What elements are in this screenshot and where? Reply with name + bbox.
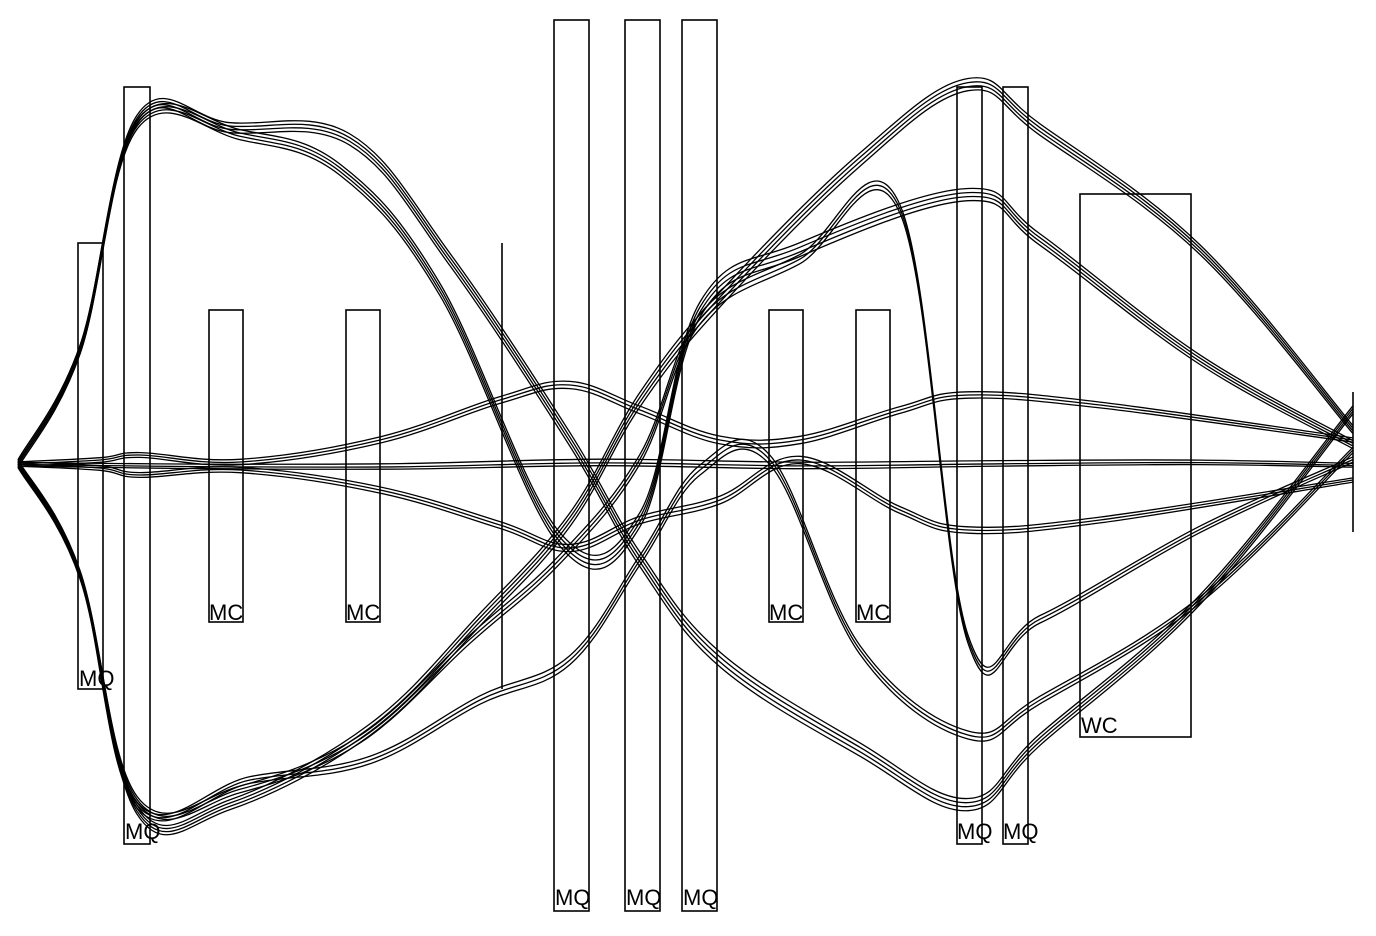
ray-bundles xyxy=(17,77,1354,836)
bundle-f-ray-2 xyxy=(17,459,1354,549)
element-q5-label: MQ xyxy=(683,885,718,910)
element-w1: WC xyxy=(1079,193,1192,738)
element-c3: MC xyxy=(768,309,804,625)
bundle-d-ray-2 xyxy=(17,184,1354,818)
bundle-a-ray-1 xyxy=(17,97,1354,800)
beamline-elements: MQ MQ MC MC MQ MQ MQ MC xyxy=(77,19,1354,912)
element-c2-label: MC xyxy=(346,600,380,625)
element-q1: MQ xyxy=(77,242,114,691)
element-q7: MQ xyxy=(1002,86,1038,845)
bundle-h-ray-3 xyxy=(17,448,1354,822)
bundle-g-ray-1 xyxy=(17,458,1354,465)
bundle-b-ray-1 xyxy=(17,77,1354,827)
bundle-g-ray-2 xyxy=(17,461,1354,468)
element-q3: MQ xyxy=(553,19,590,912)
element-c2: MC xyxy=(345,309,381,625)
element-q1-label: MQ xyxy=(79,666,114,691)
bundle-e-ray-1 xyxy=(17,380,1354,463)
element-q2: MQ xyxy=(123,86,160,845)
bundle-b-ray-4 xyxy=(17,89,1354,836)
bundle-c-ray-3 xyxy=(17,109,1354,566)
element-q4-label: MQ xyxy=(626,885,661,910)
element-c1: MC xyxy=(208,309,244,625)
element-q7-label: MQ xyxy=(1003,819,1038,844)
element-q6: MQ xyxy=(956,86,992,845)
element-q3-label: MQ xyxy=(555,885,590,910)
element-c1-label: MC xyxy=(209,600,243,625)
bundle-d-ray-3 xyxy=(17,189,1354,821)
element-q4: MQ xyxy=(624,19,661,912)
bundle-f-ray-1 xyxy=(17,455,1354,546)
bundle-h-ray-1 xyxy=(17,438,1354,816)
element-c4-label: MC xyxy=(856,600,890,625)
bundle-h-ray-2 xyxy=(17,443,1354,819)
element-c3-label: MC xyxy=(769,600,803,625)
element-q5: MQ xyxy=(681,19,718,912)
bundle-e-ray-3 xyxy=(17,387,1354,467)
bundle-e-ray-2 xyxy=(17,384,1354,465)
element-q2-label: MQ xyxy=(125,819,160,844)
bundle-d-ray-1 xyxy=(17,180,1354,814)
bundle-g-ray-3 xyxy=(17,463,1354,470)
element-q6-label: MQ xyxy=(957,819,992,844)
element-w1-label: WC xyxy=(1081,713,1118,738)
bundle-c-ray-2 xyxy=(17,106,1354,561)
bundle-c-ray-1 xyxy=(17,102,1354,556)
bundle-f-ray-3 xyxy=(17,463,1354,553)
bundle-b-ray-3 xyxy=(17,85,1354,833)
bundle-a-ray-2 xyxy=(17,101,1354,804)
bundle-c-ray-4 xyxy=(17,112,1354,570)
element-c4: MC xyxy=(855,309,891,625)
